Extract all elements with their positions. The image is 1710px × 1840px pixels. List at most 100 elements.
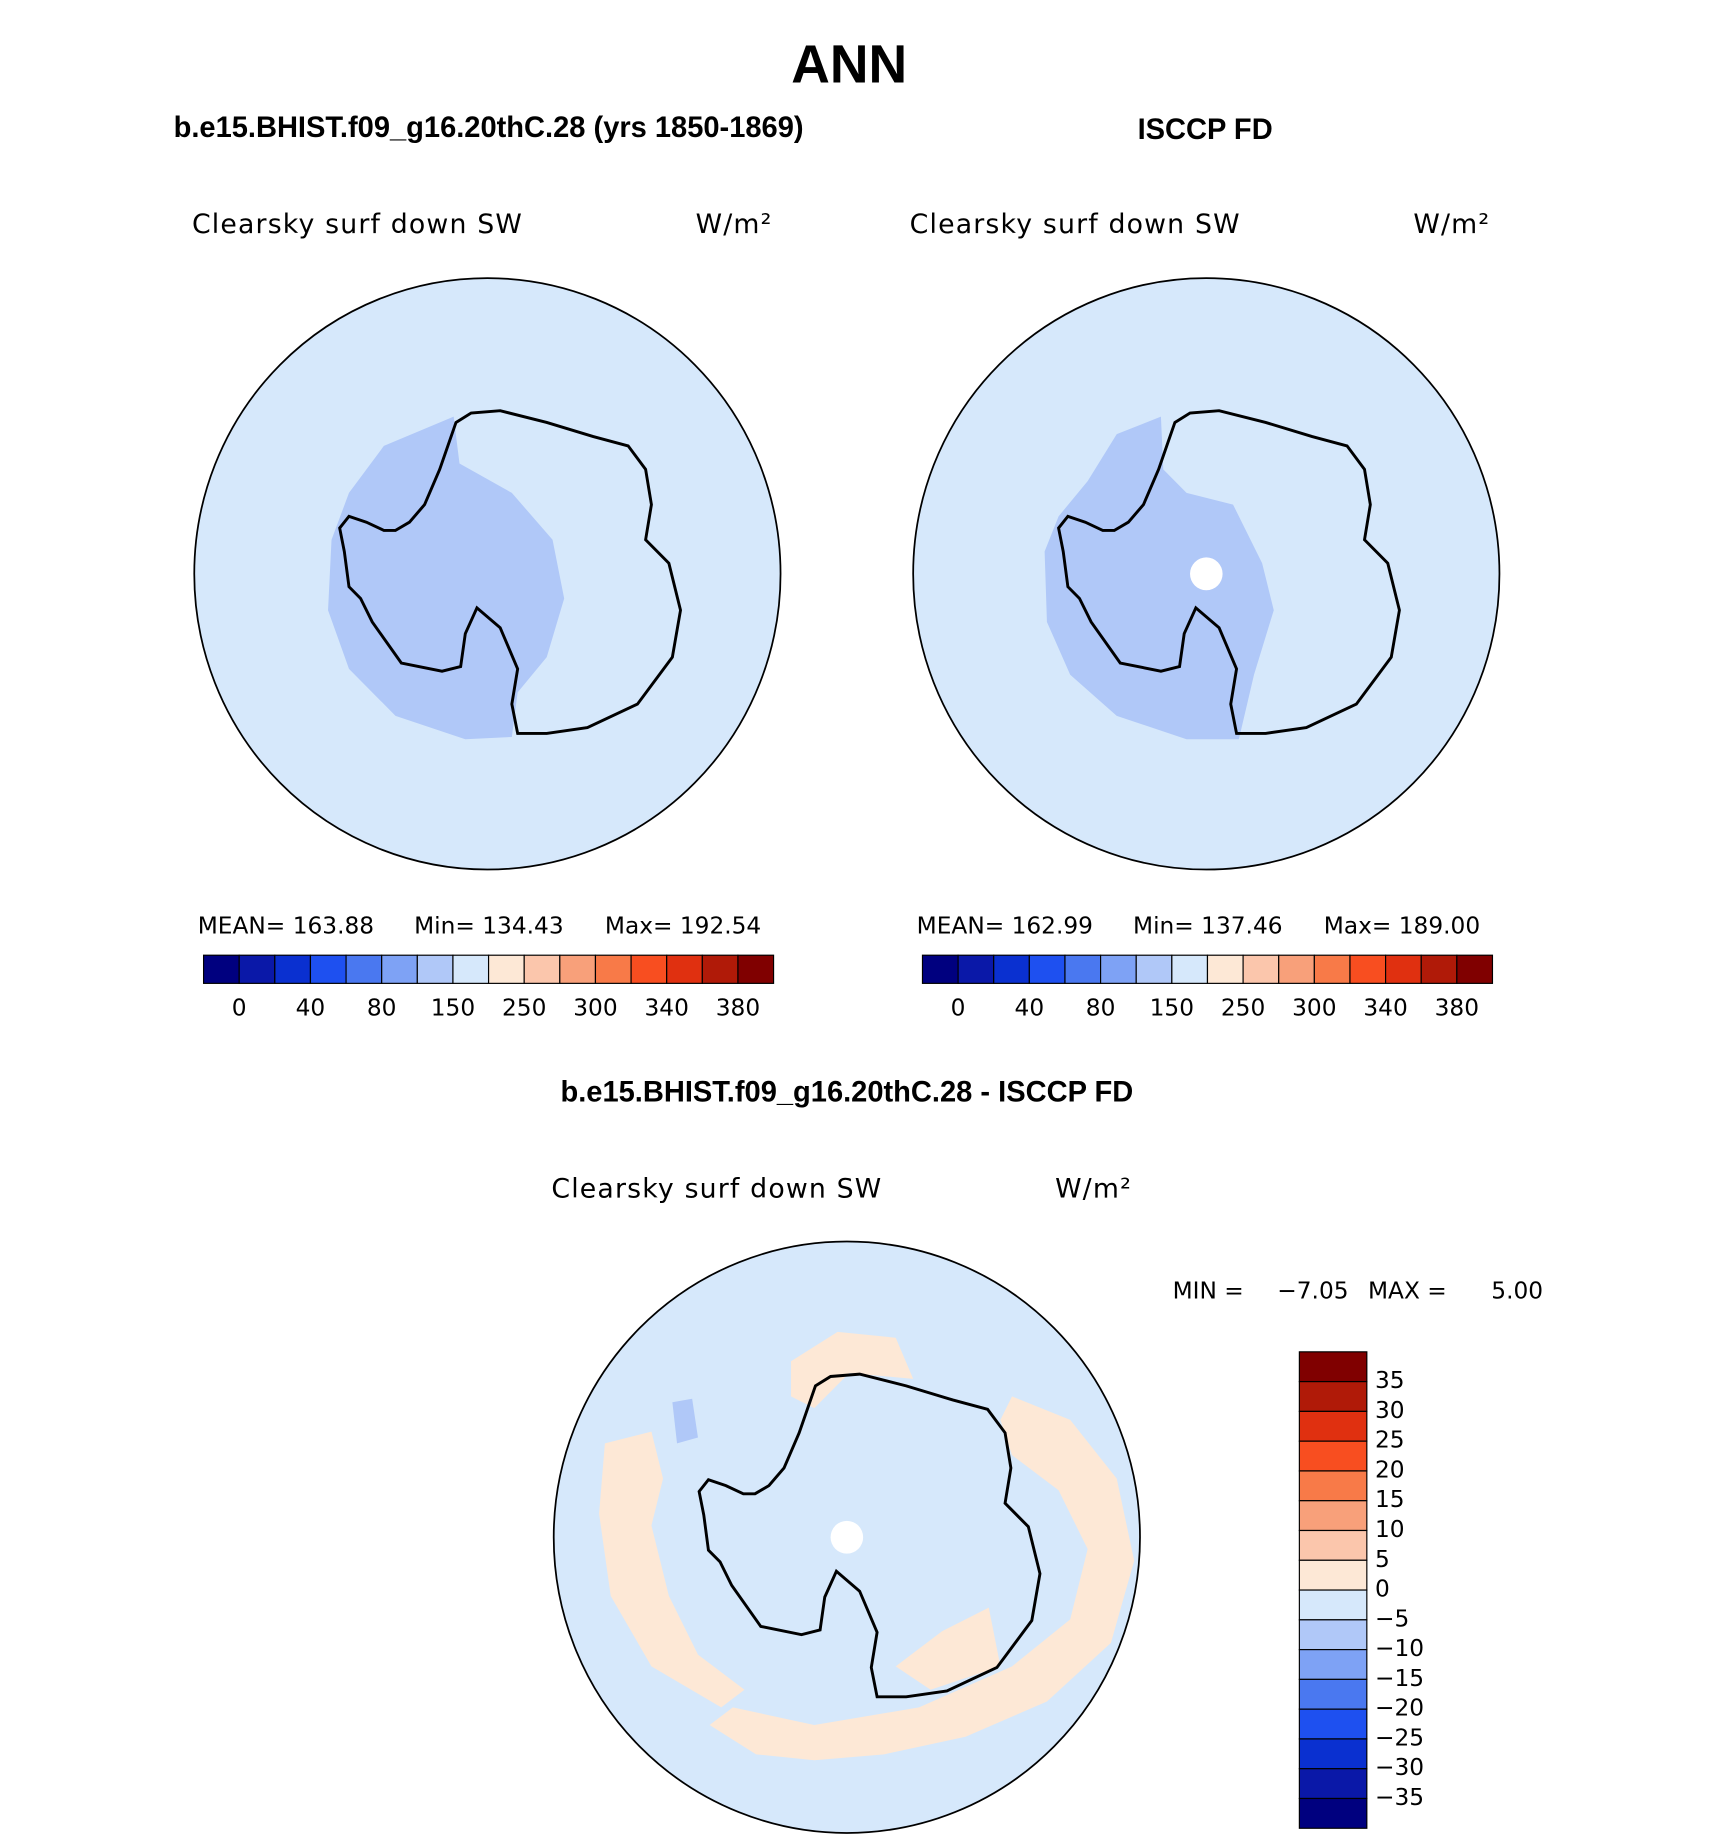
colorbar-box xyxy=(1298,1529,1368,1561)
colorbar-label: −30 xyxy=(1375,1753,1424,1781)
colorbar-label: −35 xyxy=(1375,1783,1424,1811)
panel-subtitle: b.e15.BHIST.f09_g16.20thC.28 (yrs 1850-1… xyxy=(174,112,804,144)
colorbar-box xyxy=(594,954,632,984)
colorbar-box xyxy=(381,954,418,984)
colorbar-label: 340 xyxy=(1363,994,1407,1022)
colorbar-label: 150 xyxy=(1150,994,1194,1022)
stat-text: MEAN= 162.99 xyxy=(917,911,1093,939)
colorbar-box xyxy=(1298,1351,1368,1383)
units-label: W/m² xyxy=(1055,1173,1132,1204)
colorbar-box xyxy=(1298,1649,1368,1680)
colorbar-box xyxy=(1420,954,1458,984)
colorbar-box xyxy=(1298,1678,1368,1710)
map-border xyxy=(193,277,782,871)
map xyxy=(194,278,781,870)
colorbar-box xyxy=(1298,1559,1368,1591)
stat-text: −7.05 xyxy=(1277,1276,1348,1304)
colorbar-label: 150 xyxy=(431,994,475,1022)
colorbar-box xyxy=(1100,954,1137,984)
colorbar-box xyxy=(1456,954,1494,984)
colorbar-label: 300 xyxy=(573,994,617,1022)
colorbar-label: 10 xyxy=(1375,1515,1405,1543)
colorbar-label: 40 xyxy=(1015,994,1045,1022)
colorbar-label: 300 xyxy=(1292,994,1336,1022)
colorbar-box xyxy=(1298,1738,1368,1770)
colorbar-box xyxy=(1298,1381,1368,1412)
colorbar-box xyxy=(1135,954,1173,984)
colorbar-box xyxy=(1298,1470,1368,1502)
colorbar-label: 250 xyxy=(1221,994,1265,1022)
colorbar-box xyxy=(1298,1797,1368,1829)
colorbar-box xyxy=(202,954,240,984)
colorbar-label: −10 xyxy=(1375,1634,1424,1662)
colorbar-label: 5 xyxy=(1375,1545,1390,1573)
colorbar-label: 80 xyxy=(1086,994,1116,1022)
colorbar-box xyxy=(1206,954,1244,984)
colorbar-label: −20 xyxy=(1375,1694,1424,1722)
colorbar-box xyxy=(452,954,490,984)
colorbar-box xyxy=(630,954,668,984)
colorbar-box xyxy=(957,954,995,984)
colorbar-box xyxy=(1298,1589,1368,1621)
colorbar-box xyxy=(921,954,959,984)
stat-text: MAX = xyxy=(1368,1276,1447,1304)
colorbar-box xyxy=(1349,954,1387,984)
colorbar-label: 15 xyxy=(1375,1485,1405,1513)
colorbar-box xyxy=(523,954,561,984)
stat-text: 5.00 xyxy=(1491,1276,1543,1304)
colorbar-box xyxy=(1278,954,1315,984)
colorbar-label: 40 xyxy=(296,994,326,1022)
stat-text: Min= 134.43 xyxy=(414,911,564,939)
colorbar-box xyxy=(1298,1619,1368,1651)
stat-text: MEAN= 163.88 xyxy=(198,911,374,939)
colorbar-box xyxy=(1298,1768,1368,1800)
colorbar-box xyxy=(345,954,383,984)
colorbar-box xyxy=(416,954,454,984)
colorbar-label: 380 xyxy=(716,994,760,1022)
colorbar-label: 20 xyxy=(1375,1455,1405,1483)
colorbar-label: −5 xyxy=(1375,1604,1409,1632)
map-border xyxy=(552,1240,1141,1834)
map xyxy=(913,278,1500,870)
figure-title: ANN xyxy=(791,34,907,94)
colorbar-label: −15 xyxy=(1375,1664,1424,1692)
colorbar-box xyxy=(1028,954,1066,984)
colorbar-label: 250 xyxy=(502,994,546,1022)
colorbar-box xyxy=(487,954,525,984)
colorbar-label: 340 xyxy=(644,994,688,1022)
stat-text: MIN = xyxy=(1173,1276,1244,1304)
colorbar-box xyxy=(737,954,775,984)
colorbar-label: 80 xyxy=(367,994,397,1022)
colorbar-label: 0 xyxy=(951,994,966,1022)
variable-label: Clearsky surf down SW xyxy=(910,209,1241,240)
colorbar-box xyxy=(1298,1500,1368,1532)
colorbar-box xyxy=(1298,1708,1368,1740)
panel-subtitle: ISCCP FD xyxy=(1138,114,1273,146)
colorbar-label: 0 xyxy=(232,994,247,1022)
colorbar-box xyxy=(1298,1410,1368,1442)
colorbar-box xyxy=(238,954,276,984)
colorbar-box xyxy=(1171,954,1209,984)
stat-text: Max= 189.00 xyxy=(1324,911,1480,939)
map xyxy=(553,1241,1140,1833)
colorbar-label: 35 xyxy=(1375,1366,1405,1394)
colorbar-box xyxy=(1385,954,1422,984)
colorbar-box xyxy=(1242,954,1280,984)
stat-text: Min= 137.46 xyxy=(1133,911,1283,939)
colorbar-box xyxy=(1313,954,1351,984)
colorbar-label: −25 xyxy=(1375,1723,1424,1751)
colorbar-box xyxy=(274,954,312,984)
colorbar-label: 25 xyxy=(1375,1426,1405,1454)
variable-label: Clearsky surf down SW xyxy=(551,1173,882,1204)
variable-label: Clearsky surf down SW xyxy=(192,209,523,240)
colorbar-box xyxy=(993,954,1030,984)
colorbar-box xyxy=(559,954,597,984)
colorbar-box xyxy=(1298,1440,1368,1472)
colorbar-label: 380 xyxy=(1435,994,1479,1022)
colorbar-box xyxy=(701,954,739,984)
difference-subtitle: b.e15.BHIST.f09_g16.20thC.28 - ISCCP FD xyxy=(560,1076,1133,1108)
colorbar-box xyxy=(666,954,703,984)
colorbar-label: 0 xyxy=(1375,1574,1390,1602)
